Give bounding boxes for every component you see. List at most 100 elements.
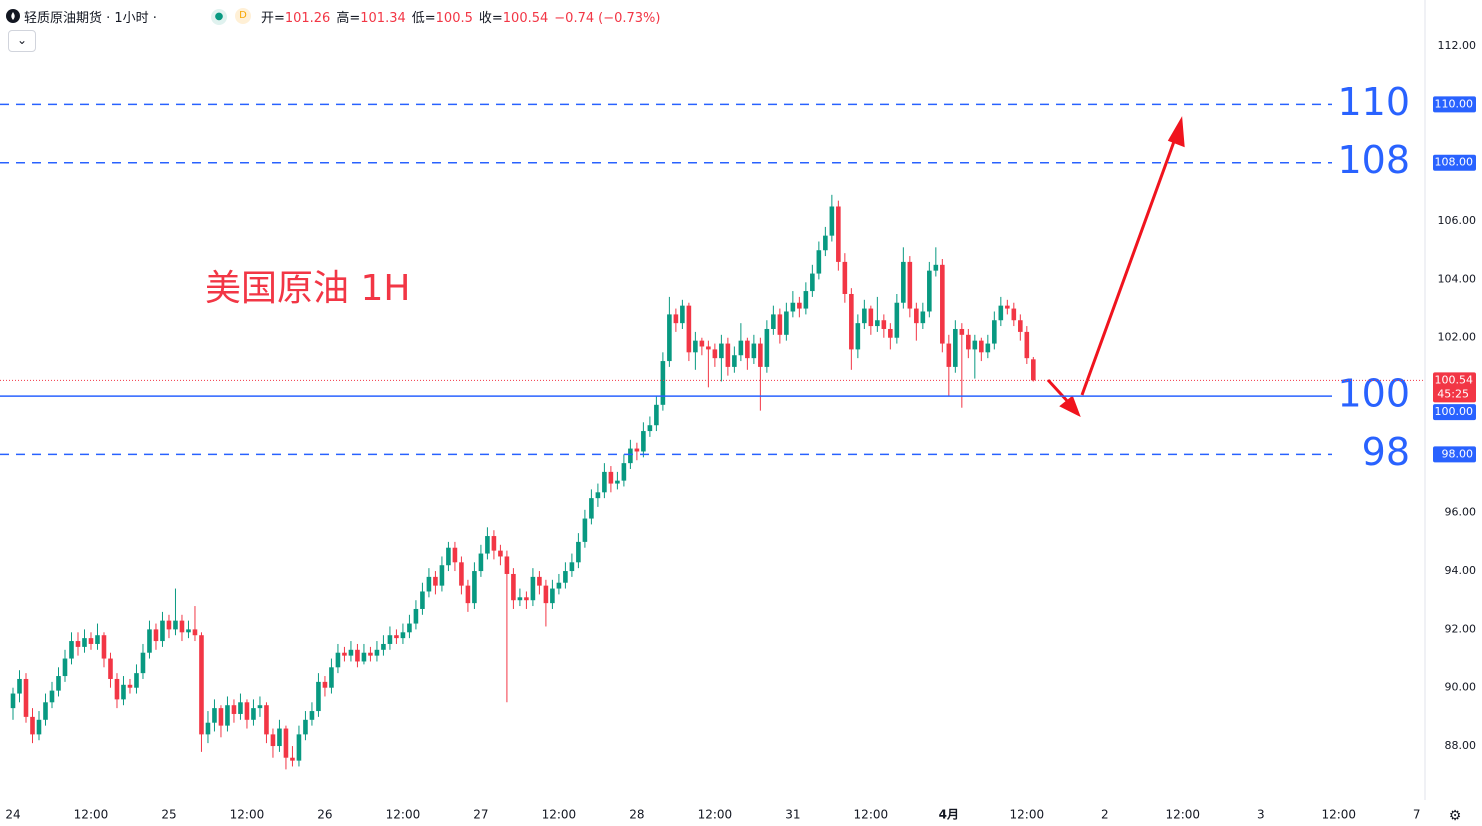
candle-body [212, 708, 217, 723]
level-axis-box [1433, 96, 1476, 113]
candle-body [153, 629, 159, 642]
candle-body [472, 571, 477, 604]
x-tick-label: 12:00 [854, 808, 889, 822]
candle-body [134, 673, 139, 688]
candle-body [251, 708, 256, 720]
arrows [1046, 116, 1185, 418]
x-tick-label: 24 [5, 808, 20, 822]
candle-body [498, 550, 503, 557]
change-pct: (−0.73%) [598, 10, 661, 26]
candle-body [569, 562, 575, 572]
x-tick-label: 12:00 [1010, 808, 1045, 822]
settings-icon[interactable]: ⚙ [1449, 808, 1462, 824]
candle-body [615, 480, 620, 484]
x-tick-label: 12:00 [74, 808, 109, 822]
last-price-label: 100.54 [1435, 373, 1474, 386]
candle-body [309, 711, 315, 720]
last-price-box [1433, 372, 1476, 403]
candle-body [257, 705, 263, 709]
candle-body [75, 641, 81, 647]
y-tick-label: 94.00 [1445, 564, 1477, 577]
candle-body [894, 302, 900, 338]
y-tick-label: 102.00 [1438, 331, 1477, 344]
candle-body [608, 471, 614, 484]
candle-body [446, 547, 451, 566]
level-axis-box [1433, 446, 1476, 463]
candle-body [751, 343, 757, 359]
candle-body [426, 576, 432, 592]
candle-body [394, 635, 399, 639]
candle-body [855, 323, 861, 350]
collapse-button[interactable]: ⌄ [8, 30, 36, 52]
candle-body [264, 705, 269, 735]
arrow [1046, 378, 1072, 406]
ohlc-label: 开= [260, 10, 285, 26]
candle-body [979, 340, 984, 353]
candle-body [36, 719, 42, 735]
candle-body [810, 273, 815, 292]
ohlc-value: 100.5 [435, 10, 473, 26]
candle-body [114, 678, 120, 700]
candle-body [797, 302, 802, 309]
candle-body [420, 591, 425, 609]
candle-body [348, 649, 354, 656]
candle-body [641, 431, 646, 452]
candle-body [686, 305, 692, 353]
candle-body [914, 308, 919, 324]
candle-body [803, 291, 809, 309]
candle-body [862, 308, 867, 324]
level-axis-box [1433, 154, 1476, 171]
candle-body [699, 340, 705, 347]
candle-body [667, 314, 672, 362]
candle-body [953, 328, 958, 367]
candle-body [238, 702, 243, 714]
candle-body [303, 719, 308, 735]
candle-body [381, 643, 386, 650]
candle-body [465, 585, 471, 604]
candle-body [439, 565, 445, 586]
candle-body [121, 684, 126, 700]
candle-body [231, 705, 237, 714]
candle-body [1005, 305, 1010, 309]
candle-body [946, 343, 952, 367]
level-label: 100 [1337, 372, 1410, 416]
candle-body [355, 649, 360, 662]
candle-body [277, 728, 282, 747]
candle-body [160, 620, 165, 642]
x-tick-label: 3 [1257, 808, 1265, 822]
candle-body [576, 541, 581, 563]
candle-body [543, 585, 549, 604]
candle-body [524, 597, 529, 601]
candle-body [660, 361, 666, 405]
candle-body [283, 728, 289, 758]
candle-body [680, 305, 685, 324]
header: 轻质原油期货 · 1小时 · ● D 开=101.26 高=101.34 低=100… [6, 6, 664, 26]
candle-body [771, 314, 776, 329]
candle-body [790, 302, 796, 312]
ohlc-label: 高= [336, 10, 361, 26]
candle-body [69, 641, 74, 659]
candle-body [589, 498, 594, 519]
candle-body [88, 638, 94, 644]
candle-body [192, 629, 198, 636]
candle-body [706, 346, 711, 350]
candle-body [504, 556, 510, 574]
candle-body [933, 264, 939, 271]
candle-body [836, 206, 841, 262]
candle-body [218, 708, 224, 726]
candle-body [823, 235, 828, 251]
candle-body [459, 562, 464, 586]
candle-body [10, 693, 16, 709]
level-label: 110 [1337, 80, 1410, 124]
candle-body [140, 652, 146, 674]
candle-body [829, 206, 835, 236]
level-axis-label: 98.00 [1442, 447, 1474, 460]
y-tick-label: 112.00 [1438, 39, 1477, 52]
candle-body [186, 629, 191, 633]
candle-body [1018, 320, 1023, 332]
candle-body [329, 667, 334, 688]
candle-body [725, 343, 731, 367]
candle-body [985, 343, 991, 353]
symbol-title: 轻质原油期货 · 1小时 · [24, 10, 157, 26]
